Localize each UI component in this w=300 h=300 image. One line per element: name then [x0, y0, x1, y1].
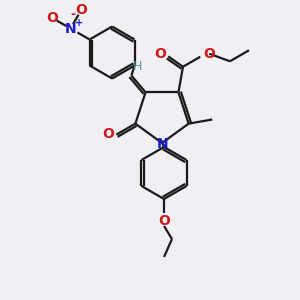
Text: N: N — [157, 137, 169, 151]
Text: O: O — [203, 47, 215, 61]
Text: O: O — [46, 11, 58, 25]
Text: O: O — [154, 47, 166, 61]
Text: +: + — [76, 17, 84, 28]
Text: -: - — [70, 8, 76, 21]
Text: H: H — [133, 60, 142, 73]
Text: O: O — [75, 3, 87, 17]
Text: O: O — [102, 127, 114, 141]
Text: O: O — [158, 214, 170, 228]
Text: N: N — [65, 22, 76, 35]
